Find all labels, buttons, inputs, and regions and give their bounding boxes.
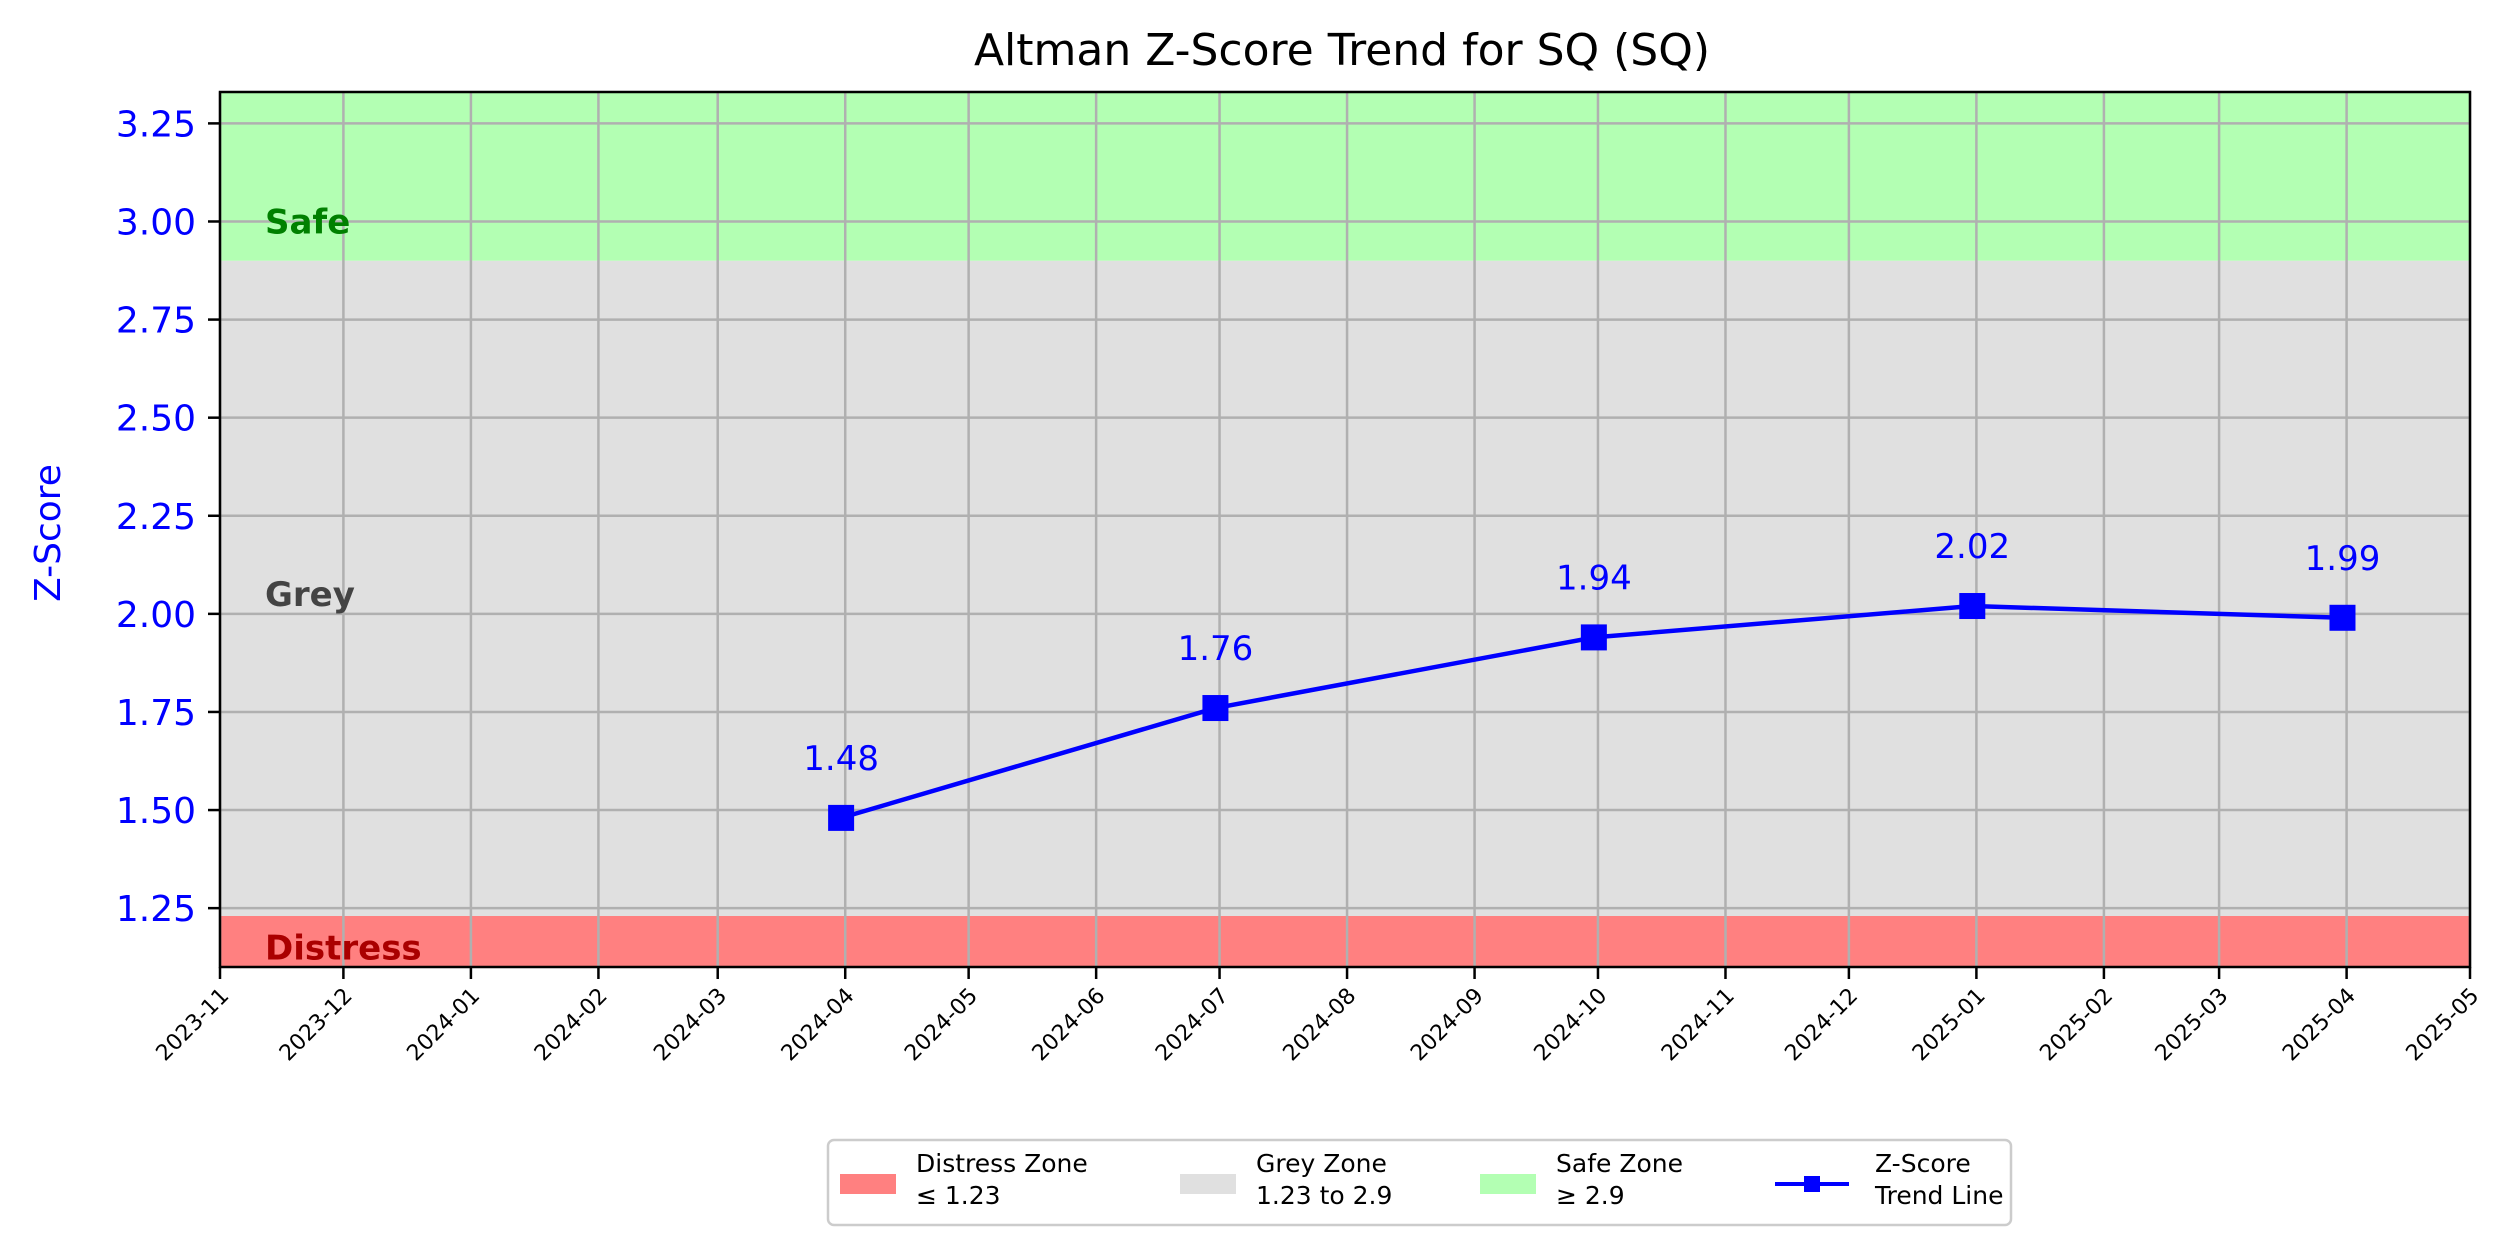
legend-label: 1.23 to 2.9: [1256, 1181, 1392, 1210]
x-tick-label: 2024-12: [1780, 984, 1863, 1067]
y-tick-label: 2.50: [116, 399, 196, 440]
data-label: 1.94: [1556, 558, 1632, 598]
legend-swatch-safe: [1480, 1174, 1536, 1194]
x-tick-label: 2024-10: [1530, 984, 1613, 1067]
series-layer: 1.48 1.76 1.94 2.02 1.99: [803, 527, 2380, 831]
zone-band-distress: [220, 915, 2470, 967]
zone-label-distress: Distress: [265, 928, 422, 968]
legend-marker-swatch: [1804, 1176, 1820, 1192]
x-tick-label: 2024-01: [402, 984, 485, 1067]
chart-title: Altman Z-Score Trend for SQ (SQ): [974, 25, 1710, 76]
data-label: 1.48: [803, 739, 879, 779]
x-tick-label: 2023-12: [275, 984, 358, 1067]
data-point-marker: [1202, 695, 1229, 722]
y-tick-label: 1.50: [116, 791, 196, 832]
y-tick-label: 3.25: [116, 104, 196, 145]
zone-label-grey: Grey: [265, 575, 355, 615]
data-point-marker: [1959, 593, 1986, 620]
legend-label: Grey Zone: [1256, 1149, 1387, 1178]
zone-labels-layer: Distress Grey Safe: [265, 202, 422, 968]
legend: Distress Zone ≤ 1.23 Grey Zone 1.23 to 2.9 S…: [826, 1138, 2013, 1227]
plot-frame: [218, 90, 2472, 969]
x-tick-label: 2024-06: [1028, 984, 1111, 1067]
data-point-marker: [1580, 624, 1607, 651]
data-label: 1.76: [1178, 629, 1254, 669]
legend-label: ≥ 2.9: [1556, 1181, 1625, 1210]
x-tick-label: 2023-11: [152, 984, 235, 1067]
x-tick-label: 2024-11: [1657, 984, 1740, 1067]
x-tick-label: 2024-04: [777, 984, 860, 1067]
legend-swatch-distress: [840, 1174, 896, 1194]
x-tick-label: 2024-07: [1151, 984, 1234, 1067]
legend-box: [826, 1138, 2013, 1227]
y-axis-label: Z-Score: [28, 464, 69, 602]
x-tick-label: 2025-04: [2278, 984, 2361, 1067]
legend-label: Distress Zone: [916, 1149, 1088, 1178]
legend-label: Safe Zone: [1556, 1149, 1683, 1178]
data-label: 2.02: [1934, 527, 2010, 567]
legend-label: Z-Score: [1875, 1149, 1971, 1178]
zone-band-safe: [220, 92, 2470, 261]
x-tick-label: 2024-09: [1406, 984, 1489, 1067]
x-tick-label: 2024-08: [1279, 984, 1362, 1067]
zone-label-safe: Safe: [265, 202, 350, 242]
x-tick-label: 2025-02: [2035, 984, 2118, 1067]
zone-band-grey: [220, 260, 2470, 916]
x-tick-label: 2025-03: [2151, 984, 2234, 1067]
legend-label: ≤ 1.23: [916, 1181, 1001, 1210]
x-tick-label: 2024-02: [530, 984, 613, 1067]
y-tick-label: 2.75: [116, 301, 196, 342]
y-tick-label: 2.00: [116, 595, 196, 636]
x-tick-label: 2024-03: [649, 984, 732, 1067]
zones-layer: [220, 92, 2470, 967]
y-tick-label: 3.00: [116, 202, 196, 243]
x-tick-label: 2025-01: [1908, 984, 1991, 1067]
data-point-marker: [2329, 604, 2356, 631]
y-tick-label: 1.75: [116, 693, 196, 734]
y-tick-label: 1.25: [116, 889, 196, 930]
grid-layer: [218, 92, 2472, 967]
y-tick-label: 2.25: [116, 497, 196, 538]
x-tick-label: 2025-05: [2402, 984, 2485, 1067]
data-point-marker: [828, 804, 855, 831]
data-label: 1.99: [2305, 539, 2381, 579]
legend-label: Trend Line: [1874, 1181, 2003, 1210]
x-tick-label: 2024-05: [900, 984, 983, 1067]
legend-swatch-grey: [1180, 1174, 1236, 1194]
